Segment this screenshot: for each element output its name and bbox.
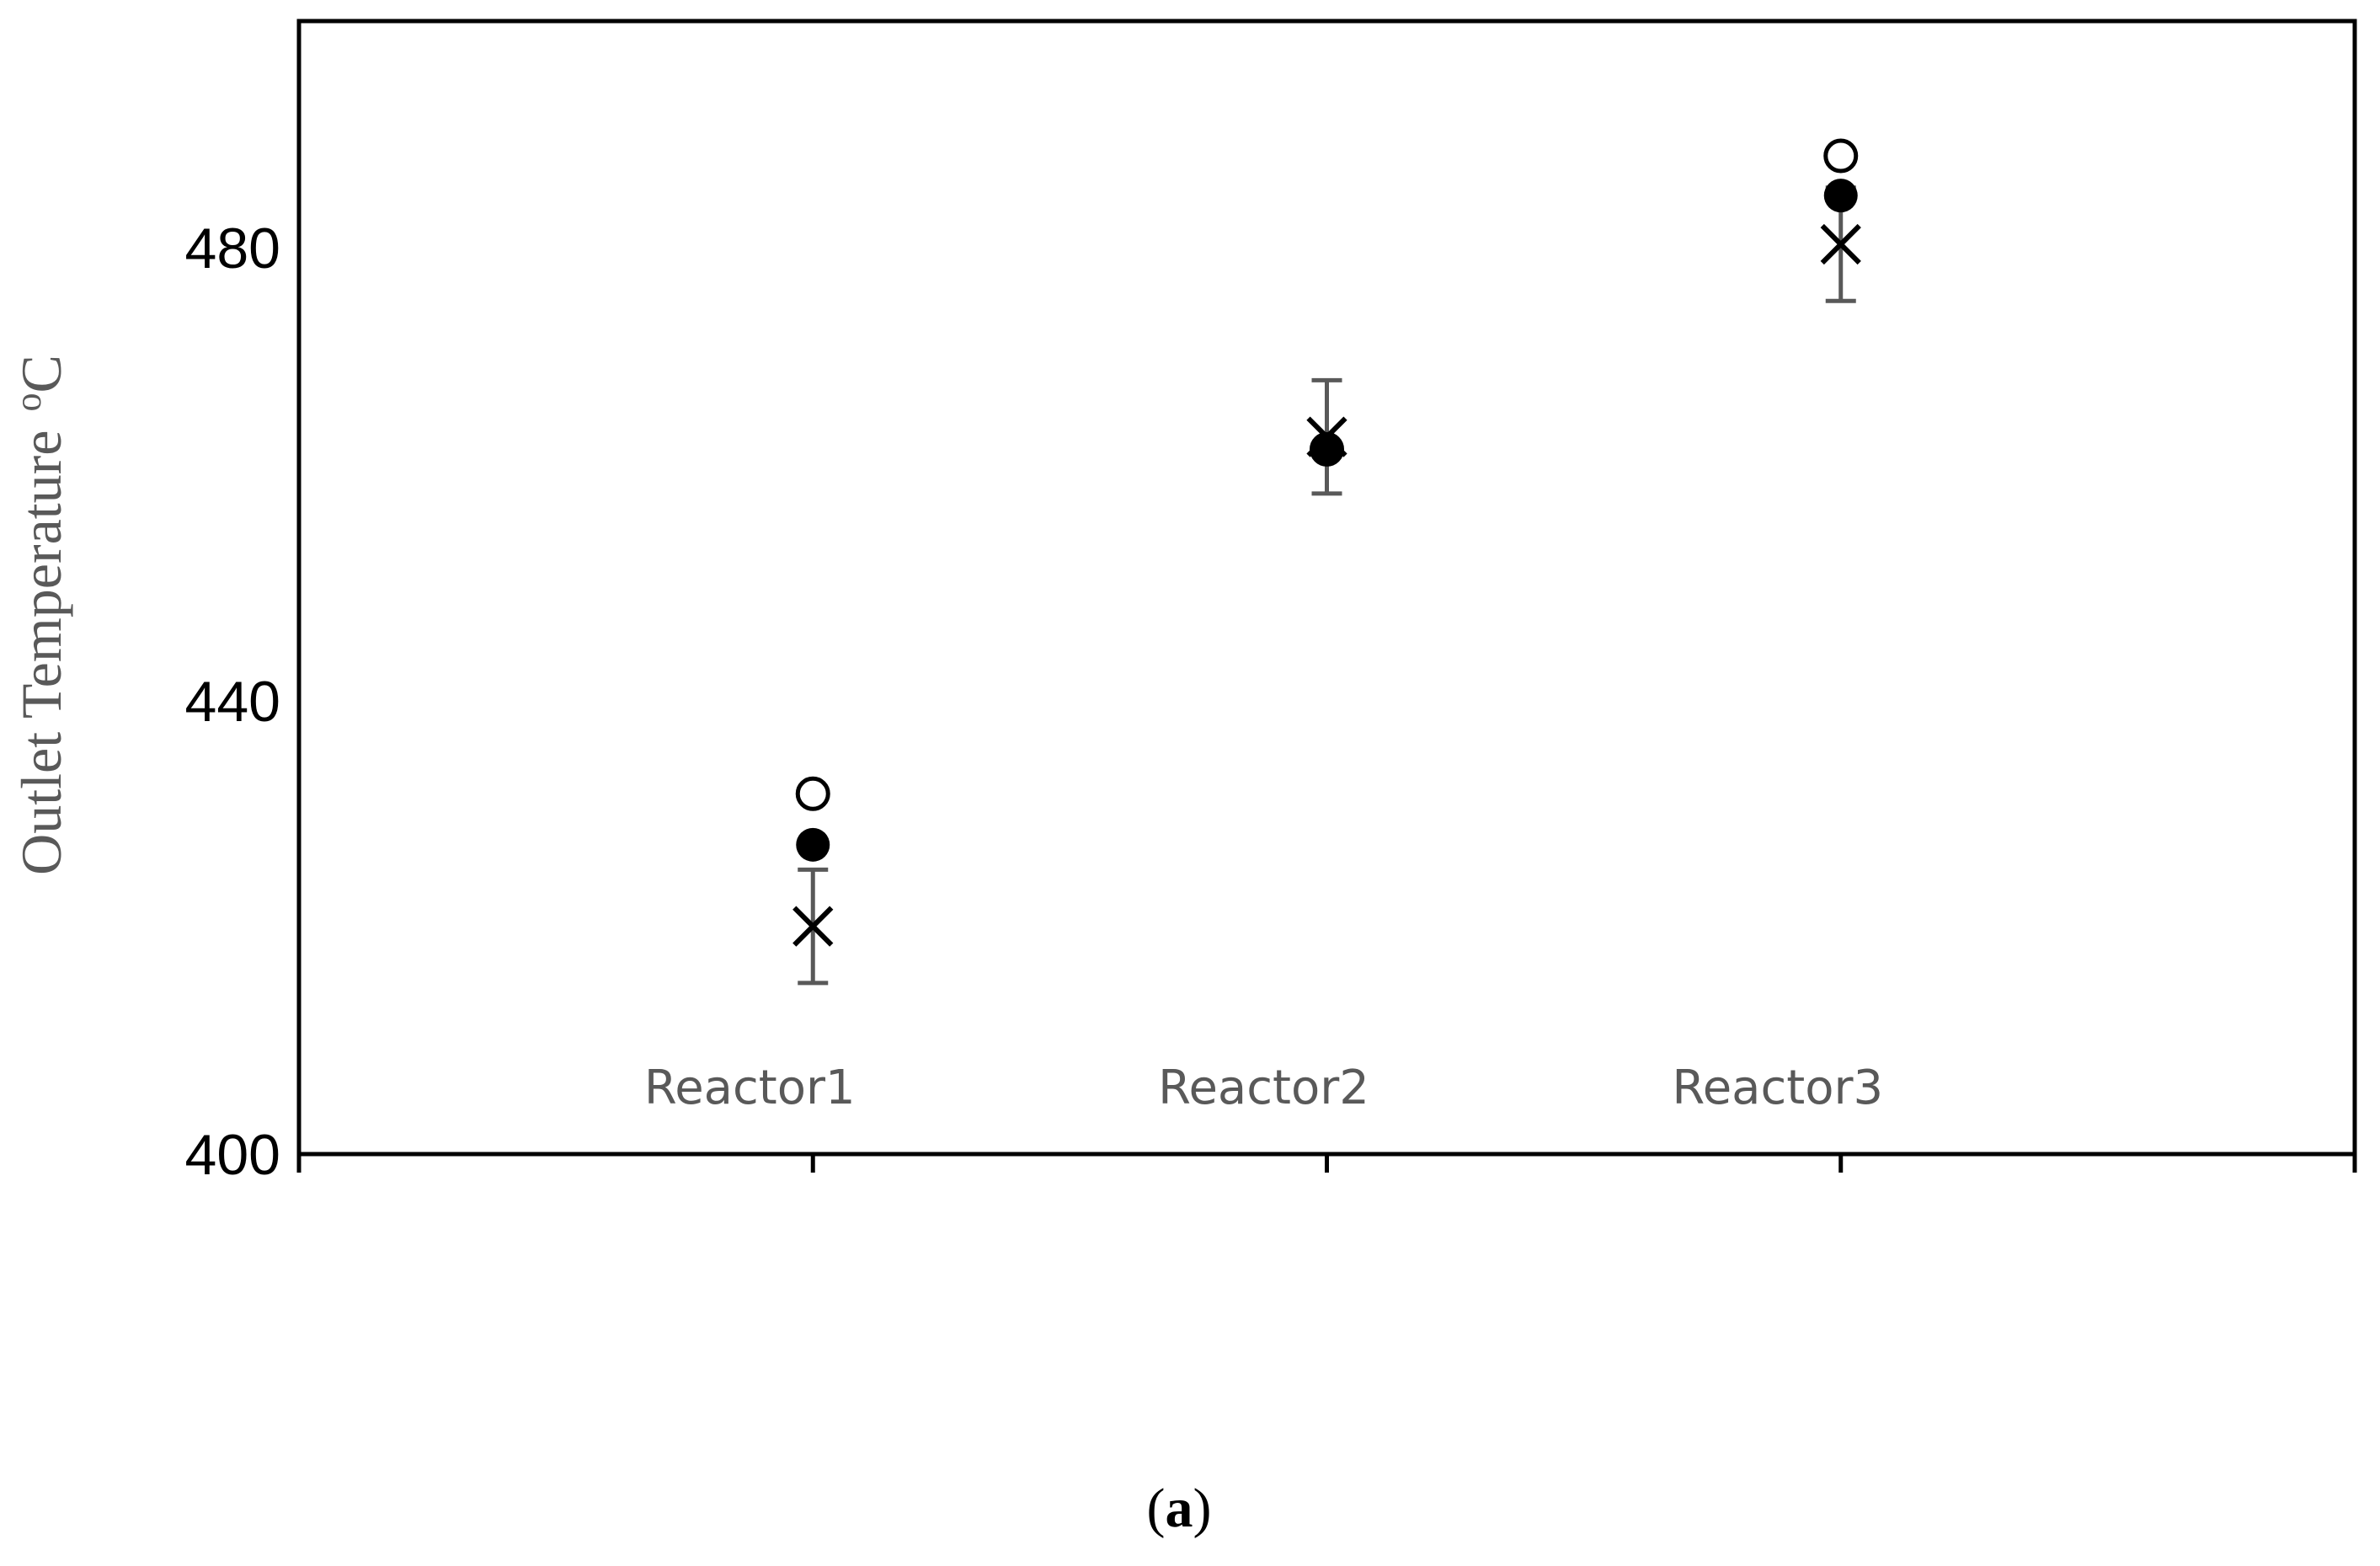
filled-circle-marker <box>796 827 830 862</box>
x-cross-stroke <box>792 906 834 947</box>
y-axis-unit: C <box>9 355 73 393</box>
caption-open: ( <box>1147 1478 1166 1539</box>
y-tick-label: 480 <box>185 216 280 281</box>
x-cross-marker <box>1306 416 1347 457</box>
filled-circle-marker <box>1823 179 1858 213</box>
caption-close: ) <box>1193 1478 1212 1539</box>
open-circle-marker <box>1823 138 1859 174</box>
x-category-label: Reactor2 <box>1158 1061 1369 1115</box>
y-tick-label: 400 <box>185 1123 280 1187</box>
x-category-label: Reactor1 <box>644 1061 856 1115</box>
y-axis-unit-sup: o <box>8 393 49 412</box>
open-circle-marker <box>795 776 830 811</box>
y-axis-title-text: Outlet Temperature <box>9 430 73 875</box>
x-cross-marker <box>792 906 834 947</box>
y-tick-label: 440 <box>185 670 280 734</box>
x-category-label: Reactor3 <box>1672 1061 1883 1115</box>
x-cross-stroke <box>1306 416 1347 457</box>
y-axis-title: Outlet Temperature oC <box>8 355 73 875</box>
filled-circle-marker <box>1310 432 1344 467</box>
caption-letter: a <box>1166 1478 1193 1539</box>
plot-frame <box>296 19 2357 1157</box>
figure-caption: (a) <box>1147 1478 1212 1539</box>
x-cross-stroke <box>1820 223 1861 265</box>
x-cross-marker <box>1820 223 1861 265</box>
